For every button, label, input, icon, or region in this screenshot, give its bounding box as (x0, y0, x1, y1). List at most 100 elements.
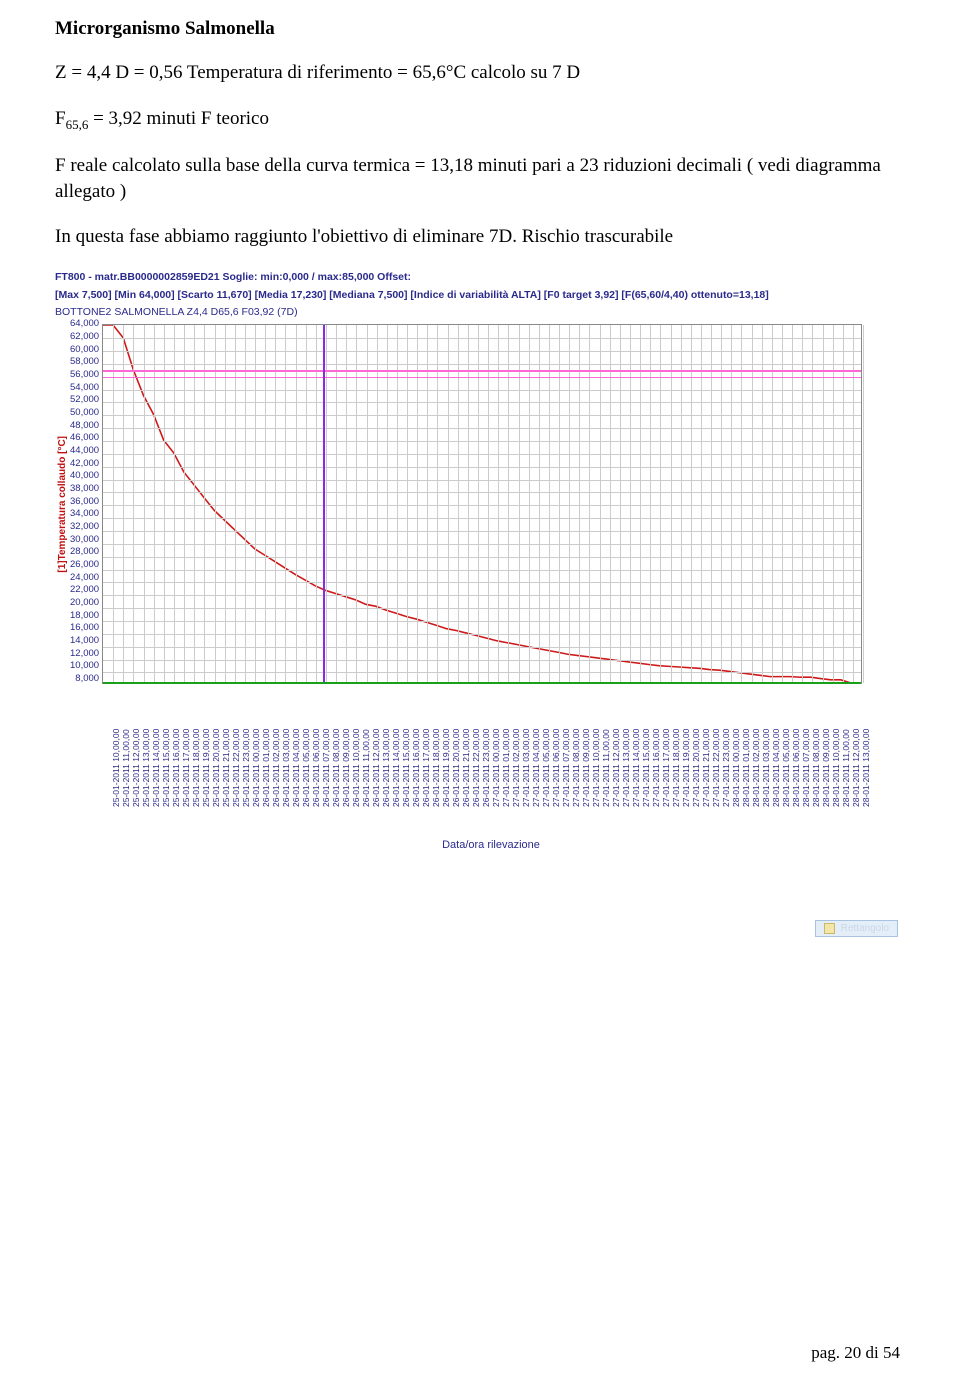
x-tick: 26-01-2011 05,00,00 (301, 687, 311, 807)
y-tick: 46,000 (70, 433, 99, 443)
chart-meta-line1: FT800 - matr.BB0000002859ED21 Soglie: mi… (55, 270, 905, 284)
x-tick: 25-01-2011 11,00,00 (121, 687, 131, 807)
page-heading: Microrganismo Salmonella (55, 18, 905, 40)
x-tick: 26-01-2011 00,00,00 (251, 687, 261, 807)
x-tick: 25-01-2011 22,00,00 (231, 687, 241, 807)
y-tick: 16,000 (70, 623, 99, 633)
y-tick: 36,000 (70, 497, 99, 507)
x-tick: 27-01-2011 11,00,00 (601, 687, 611, 807)
x-tick: 27-01-2011 03,00,00 (521, 687, 531, 807)
x-tick: 28-01-2011 03,00,00 (761, 687, 771, 807)
x-tick: 28-01-2011 11,00,00 (841, 687, 851, 807)
x-axis-title: Data/ora rilevazione (111, 839, 871, 851)
param-line: Z = 4,4 D = 0,56 Temperatura di riferime… (55, 60, 905, 86)
y-tick: 62,000 (70, 332, 99, 342)
y-tick: 54,000 (70, 383, 99, 393)
x-tick: 27-01-2011 19,00,00 (681, 687, 691, 807)
x-axis-ticks: 25-01-2011 10,00,0025-01-2011 11,00,0025… (111, 684, 871, 807)
x-tick: 27-01-2011 07,00,00 (561, 687, 571, 807)
x-tick: 26-01-2011 19,00,00 (441, 687, 451, 807)
x-tick: 28-01-2011 10,00,00 (831, 687, 841, 807)
x-tick: 26-01-2011 21,00,00 (461, 687, 471, 807)
x-tick: 25-01-2011 14,00,00 (151, 687, 161, 807)
y-tick: 12,000 (70, 649, 99, 659)
x-tick: 27-01-2011 21,00,00 (701, 687, 711, 807)
x-tick: 27-01-2011 22,00,00 (711, 687, 721, 807)
x-tick: 27-01-2011 20,00,00 (691, 687, 701, 807)
f-rest: = 3,92 minuti F teorico (88, 108, 269, 129)
f-teorico-line: F65,6 = 3,92 minuti F teorico (55, 106, 905, 133)
x-tick: 27-01-2011 18,00,00 (671, 687, 681, 807)
x-tick: 27-01-2011 08,00,00 (571, 687, 581, 807)
x-tick: 28-01-2011 05,00,00 (781, 687, 791, 807)
x-tick: 26-01-2011 09,00,00 (341, 687, 351, 807)
x-tick: 28-01-2011 06,00,00 (791, 687, 801, 807)
x-tick: 26-01-2011 22,00,00 (471, 687, 481, 807)
x-tick: 26-01-2011 04,00,00 (291, 687, 301, 807)
x-tick: 25-01-2011 23,00,00 (241, 687, 251, 807)
y-tick: 38,000 (70, 484, 99, 494)
x-tick: 27-01-2011 16,00,00 (651, 687, 661, 807)
y-tick: 42,000 (70, 459, 99, 469)
x-tick: 26-01-2011 11,00,00 (361, 687, 371, 807)
plot-area (102, 324, 862, 684)
legend-swatch (824, 923, 835, 934)
x-tick: 26-01-2011 16,00,00 (411, 687, 421, 807)
x-tick: 26-01-2011 14,00,00 (391, 687, 401, 807)
x-tick: 25-01-2011 16,00,00 (171, 687, 181, 807)
x-tick: 26-01-2011 01,00,00 (261, 687, 271, 807)
page-footer: pag. 20 di 54 (811, 1343, 900, 1363)
y-tick: 32,000 (70, 522, 99, 532)
y-tick: 34,000 (70, 509, 99, 519)
y-axis-ticks: 64,00062,00060,00058,00056,00054,00052,0… (70, 319, 102, 684)
x-tick: 27-01-2011 06,00,00 (551, 687, 561, 807)
x-tick: 28-01-2011 00,00,00 (731, 687, 741, 807)
x-tick: 27-01-2011 17,00,00 (661, 687, 671, 807)
y-axis-title: [1]Temperatura collaudo [°C] (55, 436, 70, 573)
f-subscript: 65,6 (66, 116, 89, 131)
y-tick: 58,000 (70, 357, 99, 367)
x-tick: 25-01-2011 18,00,00 (191, 687, 201, 807)
legend: Rettangolo (815, 920, 898, 937)
chart-container: FT800 - matr.BB0000002859ED21 Soglie: mi… (55, 270, 905, 851)
legend-label: Rettangolo (841, 923, 889, 934)
x-tick: 28-01-2011 02,00,00 (751, 687, 761, 807)
x-tick: 27-01-2011 05,00,00 (541, 687, 551, 807)
x-tick: 26-01-2011 08,00,00 (331, 687, 341, 807)
x-tick: 26-01-2011 12,00,00 (371, 687, 381, 807)
x-tick: 25-01-2011 15,00,00 (161, 687, 171, 807)
x-tick: 26-01-2011 15,00,00 (401, 687, 411, 807)
y-tick: 24,000 (70, 573, 99, 583)
x-tick: 25-01-2011 21,00,00 (221, 687, 231, 807)
x-tick: 27-01-2011 14,00,00 (631, 687, 641, 807)
curve-svg (103, 325, 861, 683)
x-tick: 26-01-2011 17,00,00 (421, 687, 431, 807)
x-tick: 27-01-2011 23,00,00 (721, 687, 731, 807)
x-tick: 28-01-2011 08,00,00 (811, 687, 821, 807)
y-tick: 40,000 (70, 471, 99, 481)
x-tick: 25-01-2011 13,00,00 (141, 687, 151, 807)
y-tick: 48,000 (70, 421, 99, 431)
chart-subtitle: BOTTONE2 SALMONELLA Z4,4 D65,6 F03,92 (7… (55, 306, 905, 318)
f-prefix: F (55, 108, 66, 129)
x-tick: 27-01-2011 15,00,00 (641, 687, 651, 807)
x-tick: 25-01-2011 17,00,00 (181, 687, 191, 807)
y-tick: 8,000 (75, 674, 99, 684)
x-tick: 26-01-2011 13,00,00 (381, 687, 391, 807)
y-tick: 52,000 (70, 395, 99, 405)
f-reale-line: F reale calcolato sulla base della curva… (55, 153, 905, 204)
y-tick: 20,000 (70, 598, 99, 608)
y-tick: 18,000 (70, 611, 99, 621)
x-tick: 28-01-2011 09,00,00 (821, 687, 831, 807)
y-tick: 60,000 (70, 345, 99, 355)
y-tick: 10,000 (70, 661, 99, 671)
x-tick: 27-01-2011 04,00,00 (531, 687, 541, 807)
y-tick: 44,000 (70, 446, 99, 456)
x-tick: 25-01-2011 12,00,00 (131, 687, 141, 807)
x-tick: 28-01-2011 04,00,00 (771, 687, 781, 807)
y-tick: 56,000 (70, 370, 99, 380)
x-tick: 26-01-2011 02,00,00 (271, 687, 281, 807)
x-tick: 26-01-2011 18,00,00 (431, 687, 441, 807)
x-tick: 28-01-2011 01,00,00 (741, 687, 751, 807)
y-tick: 50,000 (70, 408, 99, 418)
